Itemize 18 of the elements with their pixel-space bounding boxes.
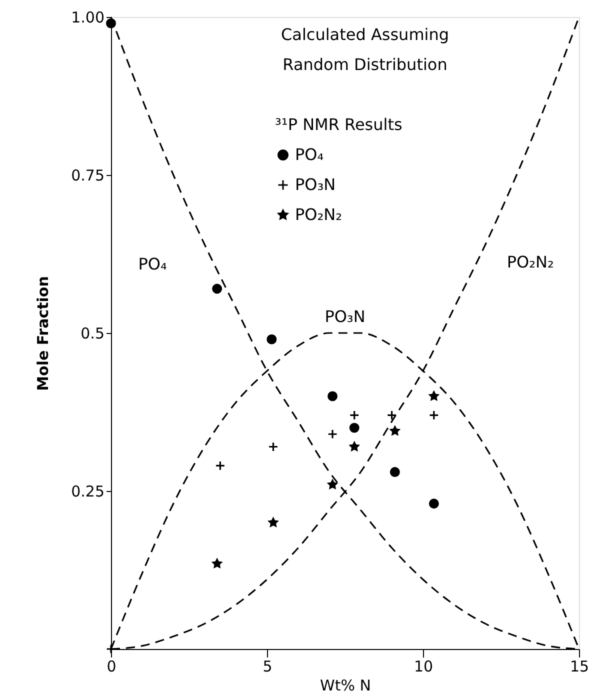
legend-label: PO₂N₂ [295,205,342,224]
x-tick-label: 5 [262,658,272,676]
y-tick-label: 0.75 [71,166,104,184]
y-tick-label: 1.00 [71,8,104,26]
annotation: Calculated Assuming Random Distribution [280,25,450,74]
series-label: PO₂N₂ [506,252,554,272]
x-tick-label: 0 [106,658,116,676]
legend-label: PO₄ [295,145,324,164]
x-tick-label: 10 [414,658,434,676]
x-axis-title: Wt% N [320,676,371,694]
x-tick-label: 15 [570,658,590,676]
series-label: PO₃N [324,307,366,326]
legend-label: PO₃N [295,175,336,194]
y-tick-label: 0.5 [80,324,104,342]
y-axis-title: Mole Fraction [34,276,52,391]
y-tick-label: 0.25 [71,482,104,500]
legend-title: ³¹P NMR Results [275,115,402,134]
text: PO₄ [138,254,167,274]
